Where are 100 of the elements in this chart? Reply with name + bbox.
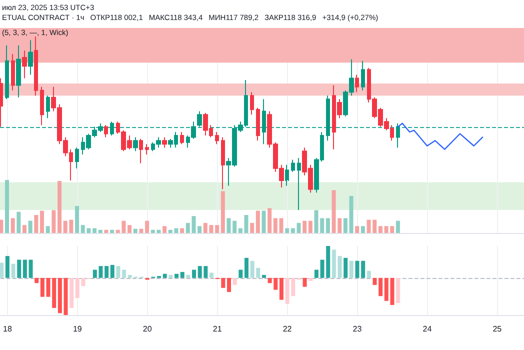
bar (343, 218, 348, 233)
bar (174, 274, 179, 278)
bar (139, 228, 144, 233)
x-tick-label: 22 (282, 324, 292, 334)
x-tick-label: 21 (212, 324, 222, 334)
bar (226, 218, 231, 233)
bar (210, 272, 214, 278)
bar (22, 225, 27, 233)
candlestick (180, 132, 184, 145)
x-tick-label: 19 (72, 324, 82, 334)
x-tick-label: 20 (142, 324, 152, 334)
candlestick (221, 136, 225, 190)
bar (244, 258, 248, 278)
bar (232, 278, 237, 285)
x-tick-label: 25 (492, 324, 502, 334)
bar (192, 270, 196, 278)
bar (268, 208, 272, 233)
bar (285, 228, 290, 233)
bar (279, 278, 284, 300)
candlestick (326, 95, 330, 142)
bar (378, 226, 382, 233)
bar (220, 191, 225, 233)
bar (52, 210, 56, 233)
candlestick (355, 74, 359, 93)
bar (349, 196, 354, 233)
bar (168, 274, 173, 278)
bar (145, 220, 150, 233)
bar (162, 226, 167, 233)
bar (40, 278, 44, 297)
bar (128, 225, 132, 233)
bar (58, 181, 62, 233)
candlestick (46, 95, 50, 119)
candlestick (291, 159, 295, 172)
candlestick (11, 54, 15, 91)
bar (104, 266, 109, 278)
bar (302, 220, 307, 233)
bar (366, 270, 371, 278)
bar (34, 214, 38, 233)
x-tick-label: 18 (2, 324, 12, 334)
bar (314, 270, 318, 278)
bar (344, 258, 348, 278)
candlestick (361, 60, 365, 91)
candlestick (297, 158, 301, 210)
candlestick (104, 124, 108, 138)
candlestick (145, 144, 149, 156)
candlestick (22, 50, 27, 79)
candlestick (5, 44, 9, 100)
bar (256, 210, 260, 233)
bar (28, 260, 33, 278)
bar (0, 262, 4, 278)
bar (64, 278, 68, 315)
bar (110, 230, 114, 233)
bar (215, 225, 220, 233)
candlestick (215, 132, 219, 145)
bar (296, 222, 301, 233)
candlestick (110, 121, 114, 136)
bar (10, 218, 15, 233)
bar (396, 220, 400, 233)
bar (378, 278, 383, 296)
bar (186, 274, 190, 278)
bar (46, 226, 50, 233)
candlestick (162, 136, 167, 148)
bar (396, 278, 400, 304)
bar (16, 212, 21, 233)
bar (40, 210, 44, 233)
bar (122, 270, 126, 278)
x-tick-label: 23 (352, 324, 362, 334)
bar (308, 278, 313, 281)
bar (133, 228, 138, 233)
bar (279, 218, 284, 233)
bar (232, 220, 237, 233)
candlestick (34, 36, 38, 96)
bar (58, 278, 62, 314)
bar (5, 256, 10, 278)
bar (11, 264, 16, 278)
bar (349, 260, 354, 278)
candlestick (396, 122, 400, 148)
candlestick (0, 78, 3, 128)
bar (180, 228, 184, 233)
candlestick (139, 138, 143, 164)
bar (290, 228, 295, 233)
bar (116, 266, 120, 278)
bar (104, 230, 108, 233)
bar (332, 250, 336, 278)
bar (238, 270, 243, 278)
candlestick (75, 147, 79, 169)
bar (273, 218, 278, 233)
bar (17, 260, 22, 278)
candlestick (197, 110, 202, 128)
bar (302, 278, 307, 287)
bar (98, 230, 102, 233)
bar (180, 272, 184, 278)
bar (262, 210, 266, 233)
bar (110, 264, 114, 278)
bar (355, 226, 360, 233)
bar (34, 278, 39, 284)
candlestick (133, 136, 138, 152)
bar (262, 274, 266, 278)
candlestick (40, 86, 44, 126)
candlestick (256, 107, 260, 142)
